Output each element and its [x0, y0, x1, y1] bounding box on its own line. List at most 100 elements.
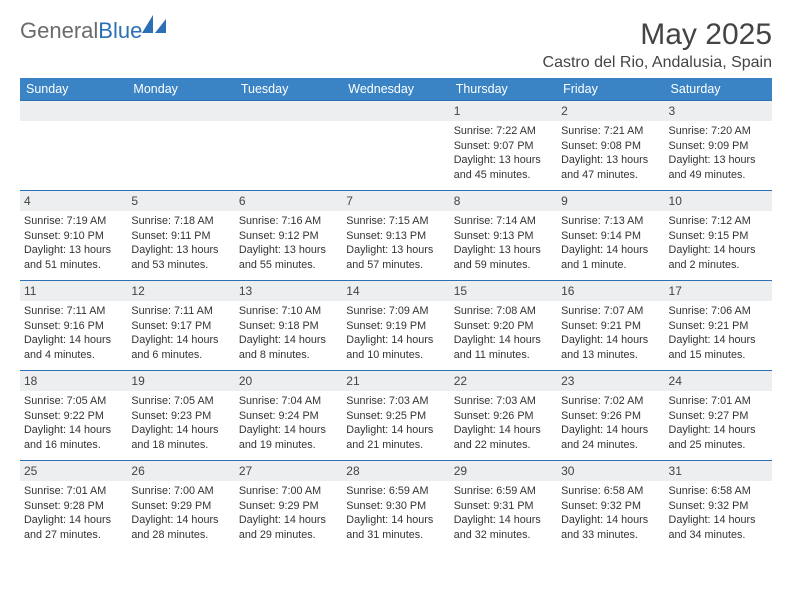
- day-detail-line: Sunset: 9:08 PM: [561, 139, 660, 154]
- day-details: Sunrise: 7:11 AMSunset: 9:17 PMDaylight:…: [131, 304, 230, 362]
- day-detail-line: Sunset: 9:15 PM: [669, 229, 768, 244]
- day-details: Sunrise: 6:58 AMSunset: 9:32 PMDaylight:…: [669, 484, 768, 542]
- calendar-day-cell: 4Sunrise: 7:19 AMSunset: 9:10 PMDaylight…: [20, 191, 127, 281]
- day-detail-line: Daylight: 14 hours and 11 minutes.: [454, 333, 553, 362]
- calendar-day-cell: 7Sunrise: 7:15 AMSunset: 9:13 PMDaylight…: [342, 191, 449, 281]
- day-details: Sunrise: 7:08 AMSunset: 9:20 PMDaylight:…: [454, 304, 553, 362]
- calendar-day-cell: 17Sunrise: 7:06 AMSunset: 9:21 PMDayligh…: [665, 281, 772, 371]
- calendar-day-cell: 13Sunrise: 7:10 AMSunset: 9:18 PMDayligh…: [235, 281, 342, 371]
- day-detail-line: Sunset: 9:32 PM: [561, 499, 660, 514]
- calendar-day-cell: 6 Sunrise: 7:16 AMSunset: 9:12 PMDaylight…: [235, 191, 342, 281]
- calendar-table: SundayMondayTuesdayWednesdayThursdayFrid…: [20, 78, 772, 551]
- day-details: Sunrise: 7:16 AMSunset: 9:12 PMDaylight:…: [239, 214, 338, 272]
- calendar-day-cell: 30 Sunrise: 6:58 AMSunset: 9:32 PMDayligh…: [557, 461, 664, 551]
- day-detail-line: Daylight: 13 hours and 45 minutes.: [454, 153, 553, 182]
- day-detail-line: Sunrise: 7:07 AM: [561, 304, 660, 319]
- day-detail-line: Sunrise: 7:05 AM: [24, 394, 123, 409]
- calendar-day-cell: 10Sunrise: 7:12 AMSunset: 9:15 PMDayligh…: [665, 191, 772, 281]
- day-number: [20, 101, 127, 121]
- day-header: Wednesday: [342, 78, 449, 101]
- day-details: Sunrise: 6:58 AMSunset: 9:32 PMDaylight:…: [561, 484, 660, 542]
- day-details: Sunrise: 7:13 AMSunset: 9:14 PMDaylight:…: [561, 214, 660, 272]
- day-detail-line: Daylight: 14 hours and 28 minutes.: [131, 513, 230, 542]
- day-number: 6: [235, 191, 342, 211]
- day-detail-line: Daylight: 13 hours and 53 minutes.: [131, 243, 230, 272]
- day-detail-line: Sunset: 9:23 PM: [131, 409, 230, 424]
- calendar-day-cell: 3Sunrise: 7:20 AMSunset: 9:09 PMDaylight…: [665, 101, 772, 191]
- day-detail-line: Sunset: 9:28 PM: [24, 499, 123, 514]
- day-detail-line: Daylight: 14 hours and 27 minutes.: [24, 513, 123, 542]
- day-detail-line: Daylight: 13 hours and 51 minutes.: [24, 243, 123, 272]
- day-detail-line: Daylight: 14 hours and 32 minutes.: [454, 513, 553, 542]
- day-number: 15: [450, 281, 557, 301]
- day-detail-line: Sunset: 9:27 PM: [669, 409, 768, 424]
- day-detail-line: Daylight: 14 hours and 8 minutes.: [239, 333, 338, 362]
- day-details: Sunrise: 7:22 AMSunset: 9:07 PMDaylight:…: [454, 124, 553, 182]
- calendar-day-cell: 8Sunrise: 7:14 AMSunset: 9:13 PMDaylight…: [450, 191, 557, 281]
- day-detail-line: Sunset: 9:24 PM: [239, 409, 338, 424]
- day-detail-line: Sunset: 9:16 PM: [24, 319, 123, 334]
- day-detail-line: Daylight: 14 hours and 4 minutes.: [24, 333, 123, 362]
- day-number: 14: [342, 281, 449, 301]
- day-detail-line: Sunrise: 7:00 AM: [239, 484, 338, 499]
- day-detail-line: Sunrise: 7:21 AM: [561, 124, 660, 139]
- day-details: Sunrise: 7:09 AMSunset: 9:19 PMDaylight:…: [346, 304, 445, 362]
- day-detail-line: Sunrise: 7:13 AM: [561, 214, 660, 229]
- calendar-day-cell: 15 Sunrise: 7:08 AMSunset: 9:20 PMDayligh…: [450, 281, 557, 371]
- day-detail-line: Sunrise: 7:05 AM: [131, 394, 230, 409]
- day-detail-line: Sunset: 9:12 PM: [239, 229, 338, 244]
- calendar-day-cell: 31Sunrise: 6:58 AMSunset: 9:32 PMDayligh…: [665, 461, 772, 551]
- day-detail-line: Daylight: 14 hours and 34 minutes.: [669, 513, 768, 542]
- day-detail-line: Sunset: 9:31 PM: [454, 499, 553, 514]
- day-details: Sunrise: 7:00 AMSunset: 9:29 PMDaylight:…: [131, 484, 230, 542]
- day-number: 5: [127, 191, 234, 211]
- calendar-day-cell: 9Sunrise: 7:13 AMSunset: 9:14 PMDaylight…: [557, 191, 664, 281]
- day-header: Friday: [557, 78, 664, 101]
- day-detail-line: Sunset: 9:29 PM: [239, 499, 338, 514]
- calendar-day-cell: 28Sunrise: 6:59 AMSunset: 9:30 PMDayligh…: [342, 461, 449, 551]
- calendar-day-cell: 24Sunrise: 7:01 AMSunset: 9:27 PMDayligh…: [665, 371, 772, 461]
- page-header: GeneralBlue May 2025 Castro del Rio, And…: [20, 18, 772, 72]
- day-detail-line: Daylight: 13 hours and 55 minutes.: [239, 243, 338, 272]
- day-detail-line: Daylight: 14 hours and 19 minutes.: [239, 423, 338, 452]
- day-header: Monday: [127, 78, 234, 101]
- calendar-day-cell: 27Sunrise: 7:00 AMSunset: 9:29 PMDayligh…: [235, 461, 342, 551]
- day-number: 1: [450, 101, 557, 121]
- brand-logo: GeneralBlue: [20, 18, 168, 44]
- day-details: Sunrise: 7:01 AMSunset: 9:28 PMDaylight:…: [24, 484, 123, 542]
- day-detail-line: Daylight: 14 hours and 15 minutes.: [669, 333, 768, 362]
- day-detail-line: Sunrise: 7:06 AM: [669, 304, 768, 319]
- day-details: Sunrise: 7:19 AMSunset: 9:10 PMDaylight:…: [24, 214, 123, 272]
- day-number: 27: [235, 461, 342, 481]
- day-detail-line: Sunrise: 7:16 AM: [239, 214, 338, 229]
- day-details: Sunrise: 7:07 AMSunset: 9:21 PMDaylight:…: [561, 304, 660, 362]
- day-detail-line: Sunrise: 7:00 AM: [131, 484, 230, 499]
- day-number: [342, 101, 449, 121]
- month-title: May 2025: [543, 18, 772, 52]
- title-block: May 2025 Castro del Rio, Andalusia, Spai…: [543, 18, 772, 72]
- day-number: 29: [450, 461, 557, 481]
- day-number: 19: [127, 371, 234, 391]
- brand-name-blue: Blue: [98, 18, 142, 43]
- day-detail-line: Daylight: 14 hours and 25 minutes.: [669, 423, 768, 452]
- day-number: 25: [20, 461, 127, 481]
- day-detail-line: Sunset: 9:25 PM: [346, 409, 445, 424]
- day-number: 11: [20, 281, 127, 301]
- calendar-day-cell: 21Sunrise: 7:03 AMSunset: 9:25 PMDayligh…: [342, 371, 449, 461]
- day-detail-line: Sunset: 9:13 PM: [346, 229, 445, 244]
- day-detail-line: Sunset: 9:13 PM: [454, 229, 553, 244]
- day-number: 2: [557, 101, 664, 121]
- day-number: 16: [557, 281, 664, 301]
- day-number: 26: [127, 461, 234, 481]
- day-detail-line: Sunrise: 7:22 AM: [454, 124, 553, 139]
- day-number: 24: [665, 371, 772, 391]
- calendar-day-cell: 14 Sunrise: 7:09 AMSunset: 9:19 PMDayligh…: [342, 281, 449, 371]
- day-header: Saturday: [665, 78, 772, 101]
- day-detail-line: Daylight: 13 hours and 47 minutes.: [561, 153, 660, 182]
- day-details: Sunrise: 7:20 AMSunset: 9:09 PMDaylight:…: [669, 124, 768, 182]
- day-detail-line: Sunrise: 6:58 AM: [669, 484, 768, 499]
- calendar-day-cell: [20, 101, 127, 191]
- calendar-day-cell: 19Sunrise: 7:05 AMSunset: 9:23 PMDayligh…: [127, 371, 234, 461]
- day-detail-line: Sunrise: 7:02 AM: [561, 394, 660, 409]
- day-number: 30: [557, 461, 664, 481]
